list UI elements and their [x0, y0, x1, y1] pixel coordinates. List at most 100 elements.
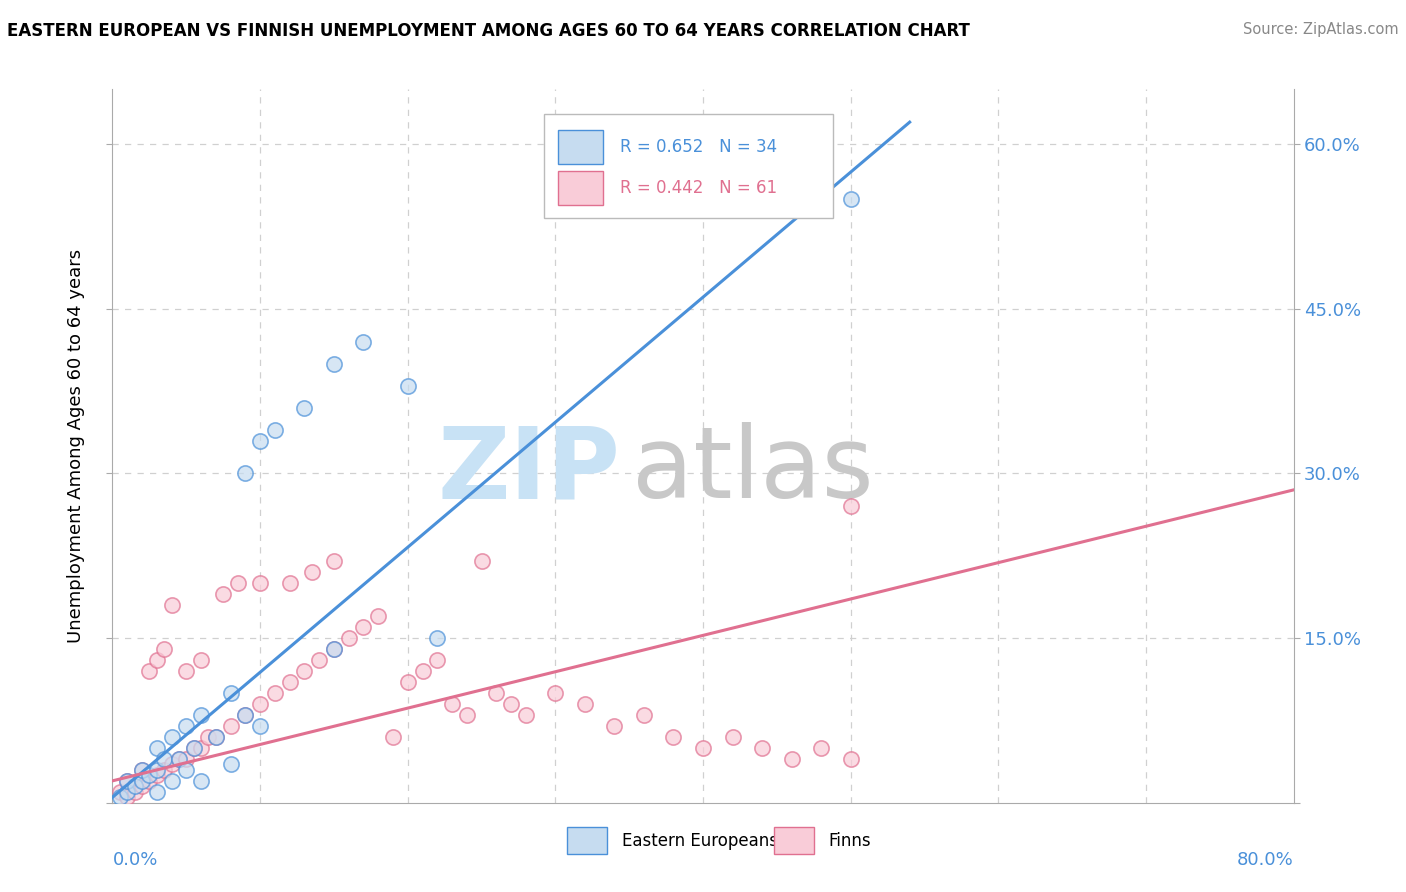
Point [692, 740, 714, 755]
Text: 0.0%: 0.0% [112, 851, 157, 869]
Point [138, 768, 160, 782]
Point [264, 423, 287, 437]
Point [426, 653, 449, 667]
Point [212, 587, 235, 601]
Point [131, 763, 153, 777]
Point [174, 763, 197, 777]
Point [219, 757, 242, 772]
Point [153, 752, 176, 766]
FancyBboxPatch shape [567, 827, 607, 855]
Point [633, 708, 655, 723]
Point [117, 773, 138, 788]
Point [160, 598, 183, 612]
Point [780, 752, 803, 766]
Point [146, 785, 169, 799]
Point [160, 773, 183, 788]
Point [249, 719, 271, 733]
Point [153, 763, 176, 777]
Point [146, 768, 169, 782]
Point [515, 708, 537, 723]
Point [441, 697, 464, 711]
Text: Source: ZipAtlas.com: Source: ZipAtlas.com [1243, 22, 1399, 37]
Point [810, 740, 832, 755]
Point [233, 467, 256, 481]
Point [323, 554, 346, 568]
Point [190, 740, 212, 755]
Text: 80.0%: 80.0% [1237, 851, 1294, 869]
Text: Eastern Europeans: Eastern Europeans [621, 831, 778, 849]
Point [292, 664, 315, 678]
Point [124, 780, 146, 794]
Point [839, 500, 862, 514]
Point [190, 708, 212, 723]
Point [249, 576, 271, 591]
Point [205, 730, 228, 744]
Text: R = 0.442   N = 61: R = 0.442 N = 61 [620, 178, 778, 196]
Point [352, 620, 374, 634]
Point [205, 730, 228, 744]
Point [323, 642, 346, 657]
FancyBboxPatch shape [558, 170, 603, 205]
Point [131, 773, 153, 788]
Point [544, 686, 567, 700]
Point [146, 653, 169, 667]
Point [382, 730, 405, 744]
Point [278, 675, 301, 690]
Point [226, 576, 249, 591]
Point [219, 719, 242, 733]
Point [117, 773, 138, 788]
Point [219, 686, 242, 700]
Point [146, 740, 169, 755]
Point [153, 642, 176, 657]
Point [146, 763, 169, 777]
Point [124, 785, 146, 799]
Point [190, 773, 212, 788]
Point [167, 752, 190, 766]
Point [456, 708, 478, 723]
Point [131, 780, 153, 794]
Point [470, 554, 494, 568]
Point [721, 730, 744, 744]
Point [117, 785, 138, 799]
Point [183, 740, 205, 755]
FancyBboxPatch shape [544, 114, 832, 218]
Point [278, 576, 301, 591]
FancyBboxPatch shape [558, 130, 603, 164]
Point [138, 664, 160, 678]
FancyBboxPatch shape [773, 827, 814, 855]
Point [839, 192, 862, 206]
Point [190, 653, 212, 667]
Point [603, 719, 626, 733]
Point [485, 686, 508, 700]
Point [501, 697, 523, 711]
Point [108, 790, 131, 805]
Y-axis label: Unemployment Among Ages 60 to 64 years: Unemployment Among Ages 60 to 64 years [67, 249, 86, 643]
Point [426, 631, 449, 645]
Point [264, 686, 287, 700]
Point [292, 401, 315, 415]
Text: Finns: Finns [828, 831, 870, 849]
Point [396, 675, 419, 690]
Point [352, 334, 374, 349]
Point [174, 719, 197, 733]
Point [249, 434, 271, 448]
Point [233, 708, 256, 723]
Point [138, 773, 160, 788]
Point [174, 664, 197, 678]
Point [337, 631, 360, 645]
Point [167, 752, 190, 766]
Text: R = 0.652   N = 34: R = 0.652 N = 34 [620, 138, 778, 156]
Point [197, 730, 219, 744]
Point [183, 740, 205, 755]
Point [367, 609, 389, 624]
Point [308, 653, 330, 667]
Text: EASTERN EUROPEAN VS FINNISH UNEMPLOYMENT AMONG AGES 60 TO 64 YEARS CORRELATION C: EASTERN EUROPEAN VS FINNISH UNEMPLOYMENT… [7, 22, 970, 40]
Point [233, 708, 256, 723]
Text: atlas: atlas [633, 423, 873, 519]
Point [411, 664, 433, 678]
Point [174, 752, 197, 766]
Point [662, 730, 685, 744]
Point [249, 697, 271, 711]
Point [323, 357, 346, 371]
Text: ZIP: ZIP [437, 423, 620, 519]
